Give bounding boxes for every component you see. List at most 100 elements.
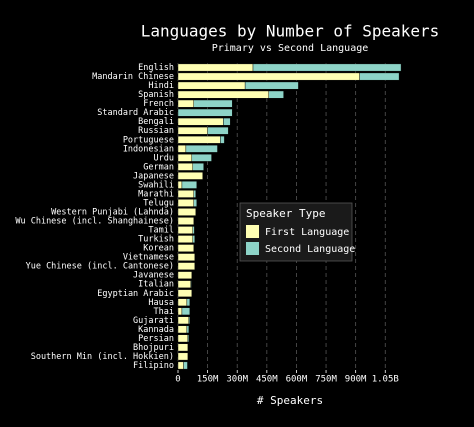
- y-tick-label: Indonesian: [123, 144, 174, 154]
- bar-segment: [177, 226, 194, 234]
- y-tick-label: Hausa: [148, 298, 174, 308]
- x-tick-label: 750M: [315, 375, 337, 385]
- y-tick-label: Bhojpuri: [133, 343, 174, 353]
- bar-segment: [268, 90, 284, 99]
- y-tick-label: Turkish: [138, 235, 174, 245]
- y-tick-label: Western Punjabi (Lahnda): [51, 207, 174, 217]
- legend-label: Second Language: [265, 244, 355, 255]
- bar-segment: [191, 153, 212, 162]
- bar-segment: [190, 280, 192, 289]
- bar-segment: [192, 163, 204, 171]
- x-tick-label: 0: [175, 375, 180, 385]
- bar-segment: [181, 181, 197, 189]
- bar-segment: [177, 190, 194, 198]
- y-tick-label: Vietnamese: [123, 253, 174, 263]
- bar-segment: [177, 90, 270, 99]
- bar-segment: [177, 244, 194, 252]
- y-tick-label: Japanese: [133, 171, 174, 181]
- y-tick-label: Wu Chinese (incl. Shanghainese): [15, 217, 174, 227]
- bar-segment: [177, 99, 194, 108]
- y-tick-label: Telugu: [143, 198, 174, 208]
- bar-segment: [186, 298, 191, 307]
- bar-segment: [177, 253, 195, 261]
- y-tick-label: Gujarati: [133, 316, 174, 326]
- bar-segment: [183, 361, 188, 370]
- bar-segment: [207, 126, 229, 135]
- y-tick-label: Hindi: [148, 81, 174, 91]
- bar-segment: [177, 153, 193, 162]
- bar-segment: [177, 352, 189, 361]
- x-tick-label: 150M: [197, 375, 219, 385]
- y-tick-label: Thai: [154, 307, 174, 317]
- bar-segment: [186, 325, 190, 334]
- legend: Speaker Type First Language Second Languag…: [239, 202, 355, 262]
- y-tick-label: Egyptian Arabic: [97, 289, 174, 299]
- bar-segment: [244, 81, 299, 90]
- bar-segment: [177, 63, 254, 72]
- y-tick-label: Swahili: [138, 180, 174, 190]
- legend-swatch: [246, 242, 259, 255]
- y-tick-label: Italian: [138, 280, 174, 290]
- y-tick-label: Bengali: [138, 117, 174, 127]
- bar-segment: [177, 280, 192, 289]
- bar-segment: [223, 117, 231, 126]
- y-tick-label: Southern Min (incl. Hokkien): [31, 352, 174, 362]
- y-tick-label: Tamil: [148, 226, 174, 236]
- bar-segment: [193, 99, 233, 108]
- chart-subtitle: Primary vs Second Language: [212, 43, 369, 54]
- y-tick-label: Javanese: [133, 271, 174, 281]
- bar-segment: [177, 144, 187, 153]
- y-tick-label: Spanish: [138, 90, 174, 100]
- y-tick-label: Urdu: [154, 153, 174, 163]
- y-tick-label: French: [143, 99, 174, 109]
- y-tick-label: Russian: [138, 126, 174, 136]
- bar-segment: [177, 181, 183, 189]
- bar-segment: [192, 235, 195, 243]
- bar-segment: [177, 199, 194, 207]
- y-tick-label: Filipino: [133, 361, 174, 371]
- bar-segment: [185, 144, 218, 153]
- bar-segment: [177, 217, 194, 225]
- bar-segment: [177, 163, 194, 171]
- y-tick-label: English: [138, 63, 174, 73]
- chart-title: Languages by Number of Speakers: [141, 22, 440, 41]
- bar-segment: [177, 262, 195, 270]
- bar-segment: [177, 343, 189, 352]
- bar-segment: [177, 135, 221, 144]
- legend-swatch: [246, 225, 259, 238]
- y-tick-label: Marathi: [138, 189, 174, 199]
- bar-segment: [177, 325, 188, 334]
- bar-segment: [177, 172, 203, 180]
- bar-segment: [188, 316, 191, 325]
- bar-segment: [193, 190, 196, 198]
- y-tick-label: Portuguese: [123, 135, 174, 145]
- legend-label: First Language: [265, 227, 349, 238]
- y-tick-label: Korean: [143, 244, 174, 254]
- y-tick-label: Standard Arabic: [97, 108, 174, 118]
- bar-segment: [220, 135, 225, 144]
- bar-segment: [192, 226, 195, 234]
- x-tick-label: 600M: [286, 375, 308, 385]
- bar-segment: [177, 235, 194, 243]
- bar-segment: [177, 72, 360, 81]
- x-tick-label: 1.05B: [372, 375, 399, 385]
- bar-segment: [177, 298, 188, 307]
- bar-segment: [177, 289, 193, 298]
- y-tick-label: German: [143, 162, 174, 172]
- bar-segment: [177, 334, 189, 343]
- bar-segment: [181, 307, 191, 316]
- bar-segment: [177, 208, 196, 216]
- bar-segment: [252, 63, 402, 72]
- bar-segment: [177, 307, 183, 316]
- bar-segment: [177, 108, 233, 117]
- x-tick-label: 450M: [256, 375, 278, 385]
- bar-segment: [177, 316, 190, 325]
- y-tick-label: Persian: [138, 334, 174, 344]
- bar-segment: [193, 199, 197, 207]
- y-tick-label: Kannada: [138, 325, 174, 335]
- bar-segment: [177, 117, 224, 126]
- y-tick-label: Mandarin Chinese: [92, 72, 174, 82]
- y-tick-label: Yue Chinese (incl. Cantonese): [26, 262, 174, 272]
- bar-segment: [177, 361, 184, 370]
